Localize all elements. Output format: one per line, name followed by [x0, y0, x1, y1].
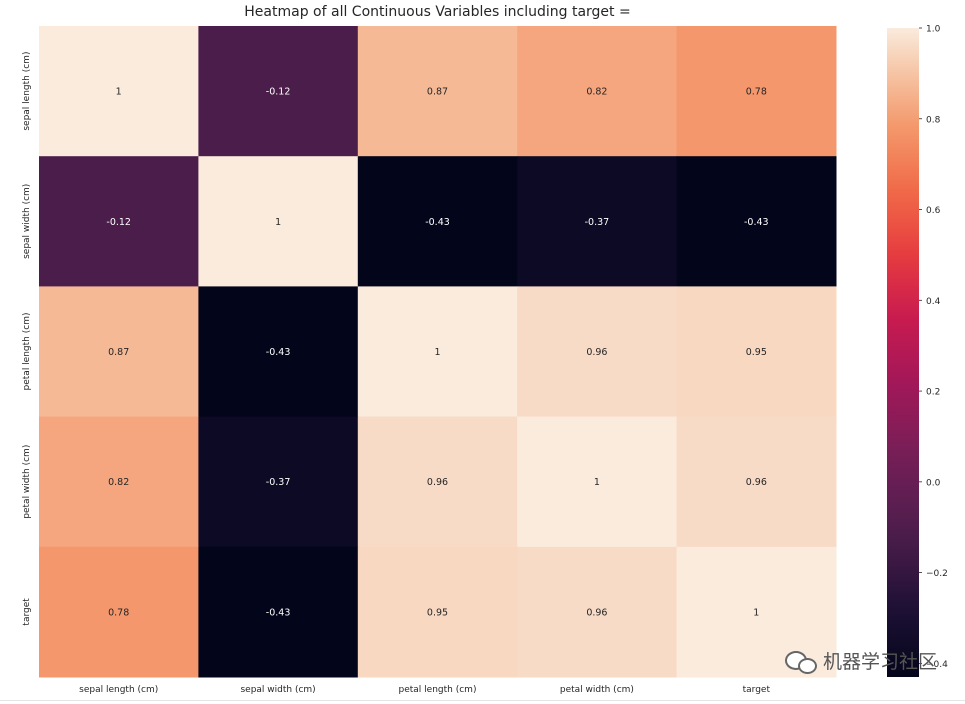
- heatmap-cell: [517, 156, 678, 287]
- x-tick-label: sepal width (cm): [240, 685, 315, 695]
- cell-value-label: 0.78: [108, 607, 129, 618]
- heatmap-cell: [357, 286, 518, 418]
- heatmap-cell: [517, 26, 678, 157]
- heatmap-cell: [198, 286, 359, 418]
- heatmap-cell: [357, 416, 518, 548]
- colorbar-tick-label: 0.8: [926, 115, 941, 125]
- heatmap-cell: [39, 546, 199, 678]
- heatmap-cell: [676, 546, 837, 678]
- colorbar-ticks: 1.0 0.8 0.6 0.4 0.2 0.0 −0.2 −0.4: [919, 25, 948, 670]
- cell-value-label: -0.37: [266, 477, 291, 488]
- colorbar-tick-label: 0.4: [926, 297, 941, 307]
- heatmap-cell: [676, 156, 837, 287]
- colorbar-tick-label: 0.0: [926, 478, 941, 488]
- y-tick-label: sepal length (cm): [22, 52, 32, 131]
- cell-value-label: 1: [753, 607, 759, 618]
- heatmap-cell: [676, 286, 837, 418]
- cell-value-label: 0.78: [746, 87, 767, 98]
- x-tick-label: sepal length (cm): [79, 685, 158, 695]
- chart-title: Heatmap of all Continuous Variables incl…: [244, 4, 631, 20]
- cell-value-label: 1: [594, 477, 600, 488]
- colorbar: [887, 28, 919, 677]
- heatmap-cell: [357, 156, 518, 287]
- heatmap-cell: [517, 286, 678, 418]
- cell-value-label: -0.12: [106, 217, 131, 228]
- heatmap-cells: 1 -0.12 0.87 0.82 0.78 -0.12 1 -0.43 -0.37 -0.43 0…: [39, 26, 837, 678]
- colorbar-tick-label: 0.6: [926, 206, 941, 216]
- cell-value-label: -0.43: [266, 347, 291, 358]
- heatmap-cell: [198, 416, 359, 548]
- heatmap-cell: [517, 416, 678, 548]
- heatmap-cell: [517, 546, 678, 678]
- heatmap-cell: [198, 26, 359, 157]
- y-tick-label: target: [22, 598, 32, 626]
- heatmap-cell: [357, 26, 518, 157]
- x-tick-label: petal width (cm): [560, 685, 634, 695]
- cell-value-label: 0.95: [427, 607, 448, 618]
- cell-value-label: -0.43: [744, 217, 769, 228]
- cell-value-label: 1: [116, 87, 122, 98]
- heatmap-cell: [39, 286, 199, 418]
- cell-value-label: 0.82: [108, 477, 129, 488]
- y-tick-label: petal length (cm): [22, 313, 32, 391]
- colorbar-tick-label: 1.0: [926, 25, 941, 35]
- heatmap-cell: [39, 156, 199, 287]
- cell-value-label: -0.43: [425, 217, 450, 228]
- x-tick-label: petal length (cm): [399, 685, 477, 695]
- cell-value-label: 0.96: [586, 347, 607, 358]
- cell-value-label: 0.87: [108, 347, 129, 358]
- cell-value-label: -0.37: [585, 217, 610, 228]
- heatmap-cell: [198, 156, 359, 287]
- x-tick-label: target: [743, 685, 771, 695]
- cell-value-label: 1: [434, 347, 440, 358]
- y-tick-labels: sepal length (cm) sepal width (cm) petal l…: [22, 52, 32, 626]
- cell-value-label: 0.82: [586, 87, 607, 98]
- cell-value-label: -0.12: [266, 87, 291, 98]
- heatmap-cell: [357, 546, 518, 678]
- heatmap-cell: [198, 546, 359, 678]
- cell-value-label: 0.87: [427, 87, 448, 98]
- colorbar-tick-label: −0.2: [926, 569, 948, 579]
- y-tick-label: sepal width (cm): [22, 184, 32, 259]
- cell-value-label: 0.96: [746, 477, 767, 488]
- footer-divider: [0, 700, 965, 701]
- x-tick-labels: sepal length (cm) sepal width (cm) petal l…: [79, 685, 770, 695]
- watermark: 机器学习社区: [783, 647, 937, 674]
- cell-value-label: 0.96: [427, 477, 448, 488]
- heatmap-cell: [39, 416, 199, 548]
- heatmap-cell: [676, 26, 837, 157]
- heatmap-cell: [39, 26, 199, 157]
- cell-value-label: 0.95: [746, 347, 767, 358]
- cell-value-label: 1: [275, 217, 281, 228]
- colorbar-tick-label: −0.4: [926, 660, 948, 670]
- wechat-icon: [783, 649, 817, 674]
- heatmap-cell: [676, 416, 837, 548]
- cell-value-label: 0.96: [586, 607, 607, 618]
- cell-value-label: -0.43: [266, 607, 291, 618]
- colorbar-tick-label: 0.2: [926, 388, 940, 398]
- watermark-text: 机器学习社区: [822, 651, 937, 673]
- y-tick-label: petal width (cm): [22, 445, 32, 519]
